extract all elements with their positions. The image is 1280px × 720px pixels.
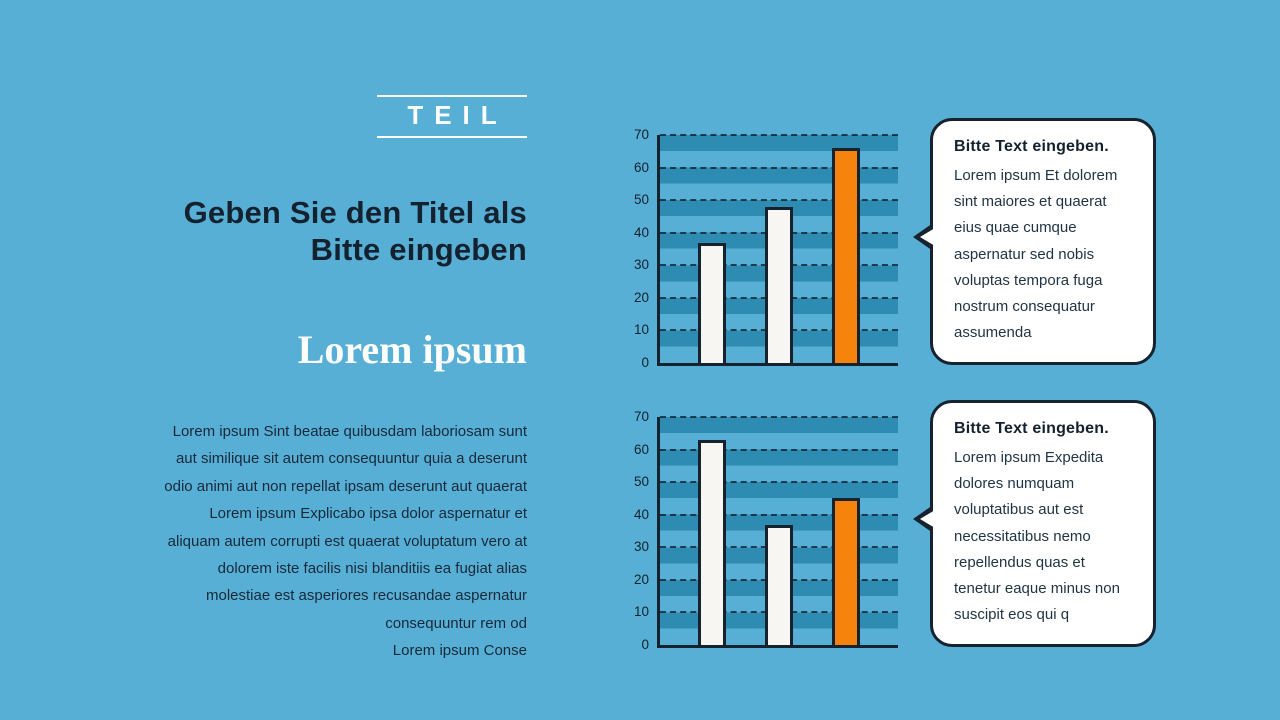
bar xyxy=(765,524,793,645)
paragraph-line: aliquam autem corrupti est quaerat volup… xyxy=(167,532,527,550)
y-tick-label: 0 xyxy=(641,637,649,652)
y-tick-label: 10 xyxy=(633,604,649,620)
y-tick-label: 30 xyxy=(633,257,649,273)
paragraph-line: Lorem ipsum Explicabo ipsa dolor asperna… xyxy=(209,505,527,523)
speech-bubble-title: Bitte Text eingeben. xyxy=(954,138,1109,155)
y-tick-label: 40 xyxy=(633,506,649,522)
bar xyxy=(698,439,726,645)
y-axis-labels: 0 10 20 30 40 50 60 70 xyxy=(617,127,649,370)
paragraph-line: odio animi aut non repellat ipsam deseru… xyxy=(164,477,527,495)
section-label: TEIL xyxy=(377,95,527,138)
y-tick-label: 20 xyxy=(633,571,649,587)
subtitle: Lorem ipsum xyxy=(297,327,527,372)
bar xyxy=(832,498,860,645)
y-tick-label: 70 xyxy=(633,127,649,142)
paragraph-line: Lorem ipsum Conse xyxy=(392,642,527,660)
chart-bars xyxy=(660,417,898,645)
speech-bubble-body: Lorem ipsum Expedita dolores numquam vol… xyxy=(954,449,1120,624)
y-tick-label: 60 xyxy=(633,441,649,457)
y-tick-label: 50 xyxy=(633,474,649,490)
y-axis-labels: 0 10 20 30 40 50 60 70 xyxy=(617,409,649,652)
y-tick-label: 20 xyxy=(633,289,649,305)
paragraph-line: Lorem ipsum Sint beatae quibusdam labori… xyxy=(172,423,527,440)
chart-bars xyxy=(660,135,898,363)
y-tick-label: 40 xyxy=(633,224,649,240)
paragraph-line: aut similique sit autem consequuntur qui… xyxy=(175,450,527,468)
paragraph-line: consequuntur rem od xyxy=(385,614,527,632)
y-tick-label: 30 xyxy=(633,539,649,555)
speech-bubble-top: Bitte Text eingeben. Lorem ipsum Et dolo… xyxy=(913,118,1156,366)
speech-bubble-bottom: Bitte Text eingeben. Lorem ipsum Expedit… xyxy=(913,400,1156,648)
page-title-line-1: Geben Sie den Titel als xyxy=(183,195,527,230)
y-tick-label: 10 xyxy=(633,322,649,338)
page-title: Geben Sie den Titel als Bitte eingeben xyxy=(87,194,527,268)
bar xyxy=(698,242,726,363)
y-tick-label: 60 xyxy=(633,159,649,175)
speech-bubble-title: Bitte Text eingeben. xyxy=(954,420,1109,437)
y-tick-label: 0 xyxy=(641,355,649,370)
bar xyxy=(832,148,860,363)
bar xyxy=(765,206,793,363)
page-title-line-2: Bitte eingeben xyxy=(310,232,527,267)
paragraph-line: dolorem iste facilis nisi blanditiis ea … xyxy=(217,560,527,578)
bar-chart-bottom: 0 10 20 30 40 50 60 70 xyxy=(634,409,898,652)
paragraph-line: molestiae est asperiores recusandae aspe… xyxy=(205,587,527,605)
y-tick-label: 50 xyxy=(633,192,649,208)
y-tick-label: 70 xyxy=(633,409,649,424)
body-paragraph: Lorem ipsum Sint beatae quibusdam labori… xyxy=(117,418,527,665)
bar-chart-top: 0 10 20 30 40 50 60 70 xyxy=(634,127,898,370)
speech-bubble-body: Lorem ipsum Et dolorem sint maiores et q… xyxy=(954,167,1118,342)
